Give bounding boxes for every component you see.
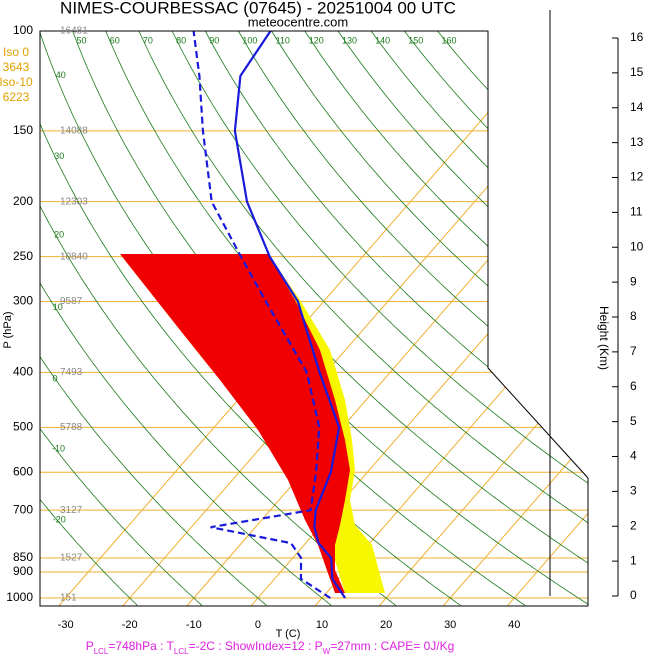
level-height: 151 (60, 593, 77, 604)
y2-tick-label: 12 (630, 170, 644, 184)
parcel-negative (120, 254, 350, 593)
y2-tick-label: 2 (630, 518, 637, 532)
footer-part: =-2C : ShowIndex=12 : P (189, 639, 323, 653)
y-tick-label: 850 (13, 550, 33, 564)
y-tick-label: 400 (13, 365, 33, 379)
level-height: 3127 (60, 505, 83, 516)
y2-tick-label: 16 (630, 30, 644, 44)
adiabat-label: 150 (408, 35, 423, 45)
y-tick-label: 500 (13, 419, 33, 433)
y2-tick-label: 7 (630, 344, 637, 358)
y2-tick-label: 13 (630, 135, 644, 149)
x-tick-label: -30 (58, 619, 74, 631)
y2-tick-label: 0 (630, 588, 637, 602)
freezing-level: 3643 (3, 60, 30, 74)
y2-tick-label: 5 (630, 414, 637, 428)
dry-adiabat (0, 31, 137, 605)
footer-part: P (86, 639, 94, 653)
y-tick-label: 150 (13, 123, 33, 137)
adiabat-label: 0 (52, 374, 57, 384)
y-tick-label: 250 (13, 249, 33, 263)
footer-part: LCL (94, 647, 109, 655)
adiabat-label: 140 (375, 35, 390, 45)
y-tick-label: 300 (13, 294, 33, 308)
adiabat-label: 80 (176, 35, 186, 45)
y2-tick-label: 4 (630, 449, 637, 463)
cape-area (120, 254, 385, 593)
adiabat-label: 120 (309, 35, 324, 45)
footer-part: =748hPa : T (108, 639, 174, 653)
adiabat-label: 30 (54, 151, 64, 161)
level-height: 14088 (60, 125, 88, 136)
level-height: 9587 (60, 296, 83, 307)
y2-tick-label: 1 (630, 553, 637, 567)
y2-tick-label: 15 (630, 65, 644, 79)
adiabat-label: 40 (56, 70, 66, 80)
isotherm (443, 31, 645, 606)
y-tick-label: 200 (13, 194, 33, 208)
level-height: 5788 (60, 422, 83, 433)
x-axis-title: T (C) (276, 628, 301, 640)
dry-adiabat (438, 31, 645, 605)
y2-tick-label: 8 (630, 309, 637, 323)
adiabat-label: -20 (53, 515, 66, 525)
y-tick-label: 1000 (6, 590, 33, 604)
x-tick-label: 20 (380, 619, 392, 631)
footer-part: =27mm : CAPE= 0J/Kg (330, 639, 454, 653)
adiabat-label: 90 (209, 35, 219, 45)
x-tick-label: -20 (122, 619, 138, 631)
adiabat-label: 100 (242, 35, 257, 45)
adiabat-label: 130 (342, 35, 357, 45)
level-height: 10840 (60, 251, 88, 262)
footer: PLCL=748hPa : TLCL=-2C : ShowIndex=12 : … (86, 639, 455, 655)
adiabat-label: 70 (143, 35, 153, 45)
y-tick-label: 100 (13, 23, 33, 37)
y2-tick-label: 3 (630, 484, 637, 498)
y2-tick-label: 6 (630, 379, 637, 393)
dry-adiabat (305, 31, 645, 605)
adiabat-label: 50 (77, 35, 87, 45)
isotherm (315, 31, 645, 606)
x-tick-label: 40 (508, 619, 520, 631)
level-height: 16481 (60, 26, 88, 37)
x-tick-label: 30 (444, 619, 456, 631)
level-height: 1527 (60, 553, 83, 564)
y-tick-label: 600 (13, 464, 33, 478)
isotherm (507, 31, 645, 606)
y-tick-label: 700 (13, 502, 33, 516)
freezing-level: Iso-10 (0, 75, 33, 89)
y-tick-label: 900 (13, 564, 33, 578)
adiabat-label: 20 (54, 230, 64, 240)
freezing-level: 6223 (3, 90, 30, 104)
y2-tick-label: 9 (630, 274, 637, 288)
level-height: 12303 (60, 196, 88, 207)
level-height: 7493 (60, 367, 83, 378)
freezing-level: Iso 0 (3, 45, 29, 59)
y2-tick-label: 10 (630, 239, 644, 253)
x-tick-label: 0 (255, 619, 261, 631)
adiabat-label: -10 (52, 444, 65, 454)
y2-tick-label: 11 (630, 205, 643, 219)
x-tick-label: -10 (186, 619, 202, 631)
y2-axis-title: Height (Km) (597, 306, 611, 370)
chart-subtitle: meteocentre.com (248, 14, 348, 29)
y-axis-title: P (hPa) (2, 311, 14, 348)
y2-tick-label: 14 (630, 100, 644, 114)
adiabat-label: 160 (441, 35, 456, 45)
adiabat-label: 110 (276, 35, 290, 45)
footer-part: LCL (174, 647, 189, 655)
adiabat-label: 60 (110, 35, 120, 45)
x-tick-label: 10 (316, 619, 328, 631)
